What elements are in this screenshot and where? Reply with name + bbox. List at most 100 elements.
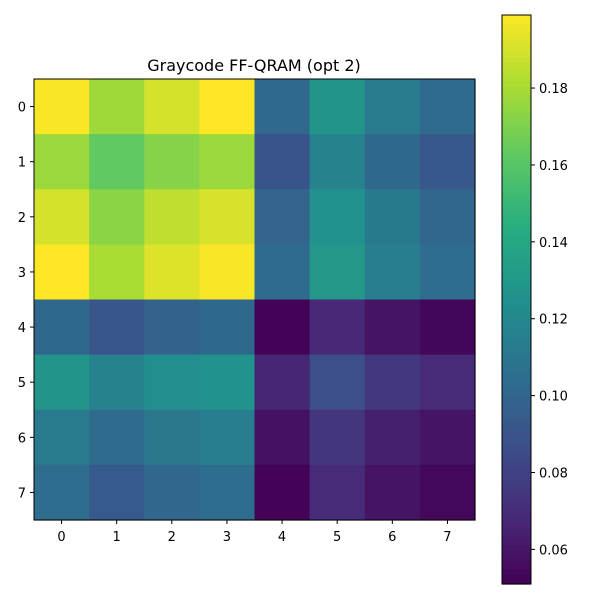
colorbar-segment	[502, 517, 531, 523]
colorbar-segment	[502, 228, 531, 234]
heatmap-cell-r1-c1	[89, 134, 145, 190]
colorbar-segment	[502, 90, 531, 97]
x-tick-label: 7	[443, 530, 451, 545]
colorbar-segment	[502, 15, 531, 21]
x-tick-label: 1	[113, 530, 121, 545]
heatmap-cell-r2-c3	[199, 189, 256, 245]
colorbar: 0.06 0.08 0.10 0.12 0.14 0.16 0.18	[501, 14, 568, 585]
colorbar-segment	[502, 474, 531, 481]
x-tick-label: 5	[333, 530, 341, 545]
colorbar-segment	[502, 403, 531, 410]
colorbar-segment	[502, 541, 531, 547]
colorbar-segment	[502, 214, 531, 220]
chart-title: Graycode FF-QRAM (opt 2)	[147, 56, 361, 75]
colorbar-segment	[502, 247, 531, 253]
heatmap-cell-r3-c4	[254, 244, 311, 301]
colorbar-segment	[502, 527, 531, 533]
heatmap-cell-r7-c7	[419, 464, 476, 521]
colorbar-segment	[502, 555, 531, 561]
heatmap-cell-r7-c0	[34, 464, 90, 521]
colorbar-segment	[502, 313, 531, 320]
heatmap-cell-r3-c6	[364, 244, 421, 301]
x-tick-label: 0	[57, 530, 65, 545]
colorbar-segment	[502, 180, 531, 187]
heatmap-cell-r0-c0	[34, 79, 90, 135]
heatmap-cell-r4-c2	[144, 299, 200, 356]
colorbar-segment	[502, 384, 531, 391]
colorbar-segment	[502, 100, 531, 106]
colorbar-segment	[502, 574, 531, 580]
colorbar-segment	[502, 531, 531, 538]
colorbar-segment	[502, 261, 531, 267]
colorbar-segment	[502, 408, 531, 414]
colorbar-segment	[502, 508, 531, 514]
colorbar-segment	[502, 143, 531, 149]
colorbar-segment	[502, 455, 531, 462]
colorbar-segment	[502, 128, 531, 135]
colorbar-segment	[502, 484, 531, 490]
plot-frame	[33, 78, 476, 521]
colorbar-segment	[502, 81, 531, 87]
colorbar-segment	[502, 560, 531, 566]
colorbar-segment	[502, 498, 531, 504]
y-tick-label: 7	[18, 486, 26, 501]
colorbar-segment	[502, 19, 531, 26]
colorbar-segment	[502, 370, 531, 376]
colorbar-segment	[502, 76, 531, 82]
x-tick-label: 4	[278, 530, 286, 545]
colorbar-segment	[502, 327, 531, 334]
colorbar-segment	[502, 565, 531, 571]
colorbar-segment	[502, 152, 531, 158]
heatmap-cell-r6-c6	[364, 409, 421, 466]
colorbar-tick-label: 0.12	[539, 313, 568, 328]
heatmap-cell-r0-c3	[199, 79, 256, 135]
colorbar-segment	[502, 550, 531, 557]
colorbar-segment	[502, 24, 531, 30]
x-tick-label: 6	[388, 530, 396, 545]
colorbar-segment	[502, 57, 531, 64]
colorbar-segment	[502, 503, 531, 509]
colorbar-segment	[502, 337, 531, 343]
colorbar-segment	[502, 38, 531, 45]
colorbar-segment	[502, 138, 531, 144]
heatmap-cell-r0-c1	[89, 79, 145, 135]
y-tick-label: 3	[18, 266, 26, 281]
heatmap-cell-r4-c7	[419, 299, 476, 356]
colorbar-segment	[502, 285, 531, 291]
colorbar-segment	[502, 199, 531, 206]
y-tick-label: 4	[18, 321, 26, 336]
colorbar-segment	[502, 124, 531, 130]
heatmap-cell-r4-c5	[309, 299, 366, 356]
colorbar-segment	[502, 304, 531, 310]
heatmap-cell-r1-c0	[34, 134, 90, 190]
colorbar-tick-label: 0.06	[539, 543, 568, 558]
heatmap-cell-r3-c0	[34, 244, 90, 301]
heatmap-cell-r6-c2	[144, 409, 200, 466]
colorbar-segment	[502, 176, 531, 182]
heatmap-cell-r3-c2	[144, 244, 200, 301]
heatmap-cell-r5-c4	[254, 354, 311, 411]
heatmap-cell-r5-c1	[89, 354, 145, 411]
colorbar-segment	[502, 275, 531, 282]
heatmap-cell-r5-c2	[144, 354, 200, 411]
colorbar-segment	[502, 43, 531, 49]
colorbar-segment	[502, 280, 531, 286]
colorbar-segment	[502, 242, 531, 248]
colorbar-segment	[502, 418, 531, 424]
heatmap-cell-r4-c0	[34, 299, 90, 356]
colorbar-segment	[502, 133, 531, 139]
colorbar-segment	[502, 332, 531, 339]
colorbar-segment	[502, 479, 531, 486]
colorbar-segment	[502, 380, 531, 386]
heatmap-cell-r0-c5	[309, 79, 366, 135]
colorbar-segment	[502, 493, 531, 500]
heatmap-cell-r5-c5	[309, 354, 366, 411]
colorbar-segment	[502, 52, 531, 59]
heatmap-cell-r1-c7	[419, 134, 476, 190]
colorbar-segment	[502, 365, 531, 372]
y-tick-label: 1	[18, 156, 26, 171]
colorbar-segment	[502, 195, 531, 201]
colorbar-segment	[502, 536, 531, 542]
heatmap-cell-r2-c5	[309, 189, 366, 245]
